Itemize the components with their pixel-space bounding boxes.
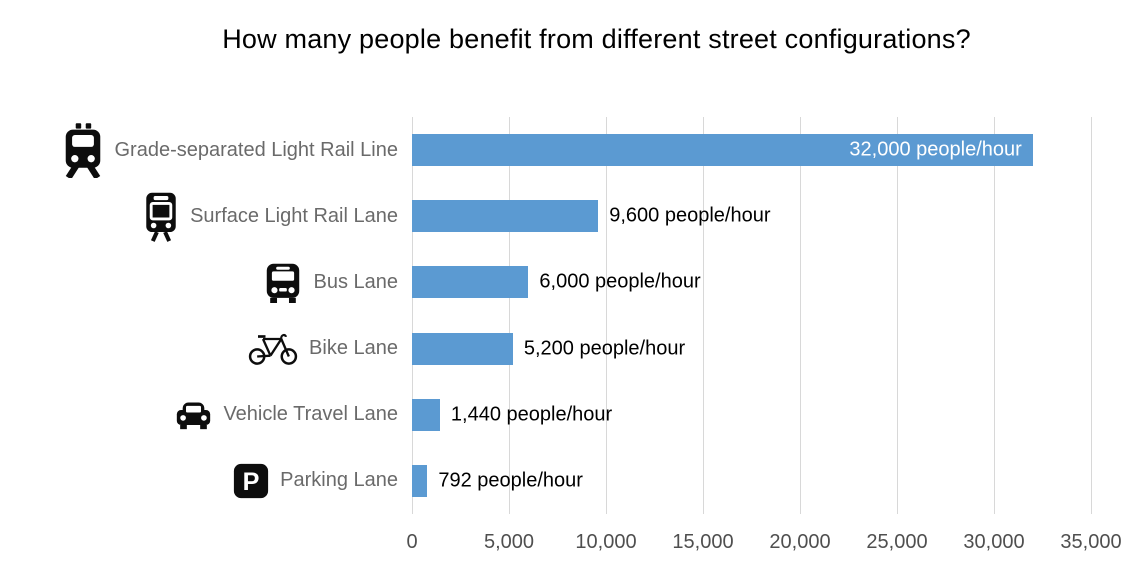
plot-gridlines [412, 117, 1104, 514]
bar-track: 9,600 people/hour [412, 183, 1147, 249]
chart-title: How many people benefit from different s… [222, 24, 971, 54]
gridline [994, 117, 995, 514]
bar-track: 32,000 people/hour [412, 117, 1147, 183]
train-icon [63, 122, 103, 178]
bar-track: 792 people/hour [412, 448, 1147, 514]
gridline [412, 117, 413, 514]
value-label: 5,200 people/hour [523, 337, 686, 360]
category-label-cell: Surface Light Rail Lane [0, 191, 412, 242]
category-label: Surface Light Rail Lane [190, 204, 398, 227]
bar-track: 1,440 people/hour [412, 382, 1147, 448]
bar-track: 5,200 people/hour [412, 316, 1147, 382]
x-axis-tick-label: 10,000 [575, 531, 637, 553]
value-label: 32,000 people/hour [849, 138, 1022, 161]
x-axis: 0 5,000 10,000 15,000 20,000 25,000 30,000 35,0… [0, 531, 1147, 557]
category-label-cell: P Parking Lane [0, 463, 412, 499]
category-label-cell: Bus Lane [0, 262, 412, 303]
x-axis-tick-label: 35,000 [1060, 531, 1122, 553]
gridline [606, 117, 607, 514]
gridline [509, 117, 510, 514]
car-icon [175, 400, 212, 430]
parking-icon: P [233, 463, 269, 499]
bar [412, 266, 529, 299]
gridline [800, 117, 801, 514]
x-axis-tick-label: 25,000 [866, 531, 928, 553]
bike-icon [248, 332, 298, 366]
category-label: Bike Lane [309, 337, 398, 360]
chart-row: Grade-separated Light Rail Line 32,000 pe… [0, 117, 1147, 183]
category-label: Vehicle Travel Lane [223, 403, 398, 426]
x-axis-tick-label: 5,000 [483, 531, 535, 553]
x-axis-tick-label: 20,000 [769, 531, 831, 553]
category-label: Grade-separated Light Rail Line [114, 138, 398, 161]
bar [412, 200, 599, 233]
bar [412, 464, 428, 497]
value-label: 9,600 people/hour [609, 204, 771, 227]
gridline [703, 117, 704, 514]
chart-row: Bike Lane 5,200 people/hour [0, 316, 1147, 382]
category-label-cell: Vehicle Travel Lane [0, 400, 412, 430]
gridline [897, 117, 898, 514]
category-label-cell: Bike Lane [0, 332, 412, 366]
value-label: 792 people/hour [438, 469, 583, 492]
chart-row: Surface Light Rail Lane 9,600 people/hour [0, 183, 1147, 249]
chart-row: P Parking Lane 792 people/hour [0, 448, 1147, 514]
bar [412, 134, 1033, 167]
tram-icon [143, 191, 179, 242]
svg-text:P: P [243, 468, 260, 496]
x-axis-tick-label: 15,000 [672, 531, 734, 553]
value-label: 1,440 people/hour [450, 403, 613, 426]
category-label: Parking Lane [280, 469, 398, 492]
value-label: 6,000 people/hour [539, 270, 701, 293]
chart-row: Vehicle Travel Lane 1,440 people/hour [0, 382, 1147, 448]
category-label: Bus Lane [313, 270, 398, 293]
bar [412, 398, 440, 431]
x-axis-tick-label: 30,000 [963, 531, 1025, 553]
gridline [1091, 117, 1092, 514]
bus-icon [264, 262, 302, 303]
chart-row: Bus Lane 6,000 people/hour [0, 249, 1147, 315]
bar-track: 6,000 people/hour [412, 249, 1147, 315]
category-label-cell: Grade-separated Light Rail Line [0, 122, 412, 178]
bar [412, 332, 513, 365]
plot-area: Grade-separated Light Rail Line 32,000 pe… [0, 117, 1147, 514]
x-axis-tick-label: 0 [406, 531, 418, 553]
